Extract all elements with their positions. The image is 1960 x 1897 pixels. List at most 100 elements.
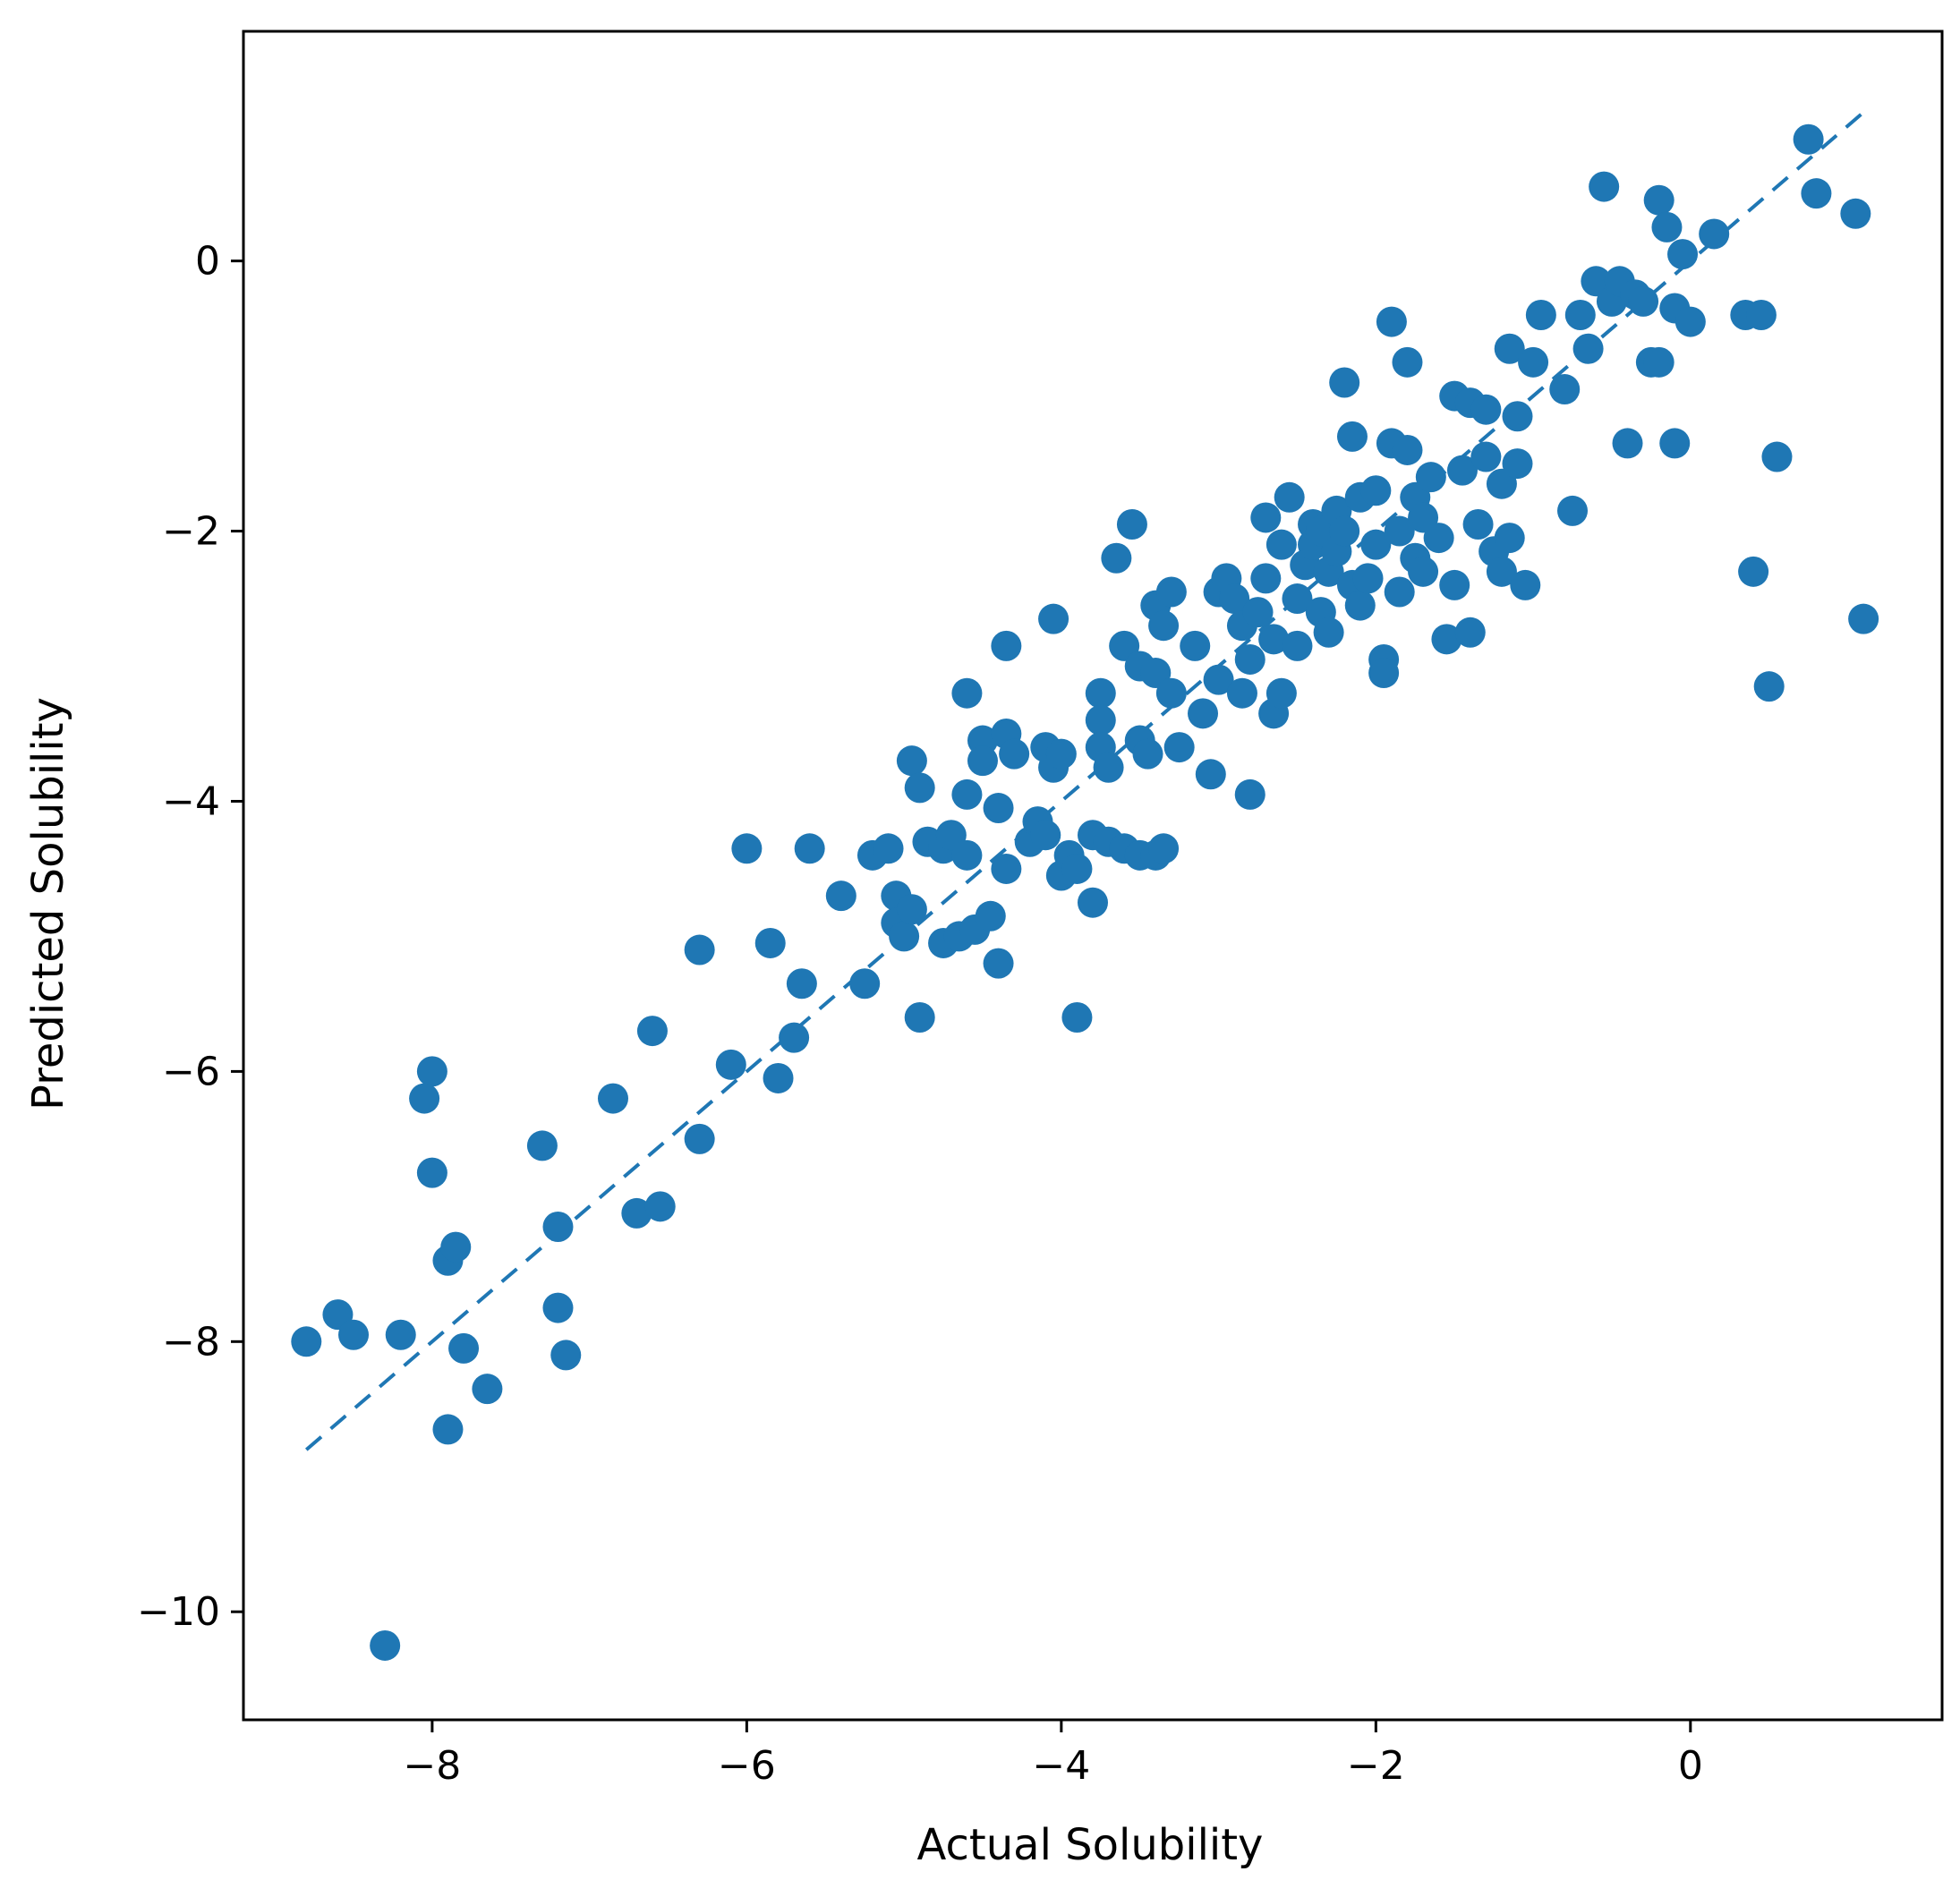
data-point (983, 948, 1014, 979)
data-point (416, 1157, 447, 1188)
data-point (1132, 738, 1163, 770)
data-point (1628, 285, 1659, 317)
data-point (1446, 455, 1478, 486)
data-point (1329, 515, 1360, 547)
data-point (1699, 218, 1730, 250)
data-point (1163, 732, 1195, 763)
data-point (542, 1211, 574, 1242)
data-point (1203, 664, 1234, 695)
data-point (550, 1340, 582, 1371)
data-point (991, 853, 1022, 884)
data-point (636, 1016, 668, 1047)
data-point (763, 1062, 794, 1093)
data-point (825, 880, 856, 912)
data-point (1667, 239, 1699, 270)
data-point (1470, 441, 1502, 472)
data-point (1078, 887, 1108, 918)
data-point (526, 1130, 558, 1161)
x-tick-label: 0 (1678, 1743, 1703, 1789)
data-point (731, 833, 763, 864)
data-point (1793, 123, 1824, 155)
data-point (951, 677, 983, 709)
data-point (1423, 523, 1454, 554)
data-point (1651, 211, 1683, 242)
data-point (1329, 367, 1360, 398)
y-tick-label: −8 (162, 1319, 220, 1365)
data-point (1045, 738, 1077, 770)
data-point (715, 1049, 746, 1080)
data-point (779, 1022, 810, 1053)
data-point (1155, 576, 1187, 608)
data-point (1274, 481, 1305, 513)
data-point (1258, 624, 1290, 655)
data-point (1462, 509, 1494, 540)
data-point (849, 968, 881, 1000)
data-point (904, 772, 935, 804)
data-point (786, 968, 817, 1000)
data-point (1840, 198, 1871, 229)
data-point (291, 1326, 322, 1357)
data-point (1234, 643, 1265, 675)
data-point (1557, 495, 1589, 526)
data-point (432, 1414, 464, 1445)
y-axis-title: Predicted Solubility (23, 697, 73, 1110)
x-tick-label: −4 (1032, 1743, 1090, 1789)
data-point (1572, 333, 1604, 364)
data-point (1085, 677, 1116, 709)
data-point (896, 894, 927, 925)
data-point (1061, 1002, 1093, 1034)
data-point (1549, 374, 1581, 405)
data-point (472, 1374, 503, 1405)
data-point (1352, 563, 1384, 594)
data-point (1085, 704, 1116, 736)
data-point (1030, 820, 1061, 851)
data-point (1415, 462, 1446, 493)
data-point (1589, 171, 1620, 202)
data-point (684, 934, 715, 966)
data-point (983, 793, 1014, 824)
data-point (1738, 556, 1769, 587)
data-point (1486, 556, 1517, 587)
x-axis-title: Actual Solubility (917, 1820, 1264, 1870)
y-tick-label: 0 (195, 239, 220, 285)
data-point (1265, 677, 1297, 709)
data-point (1061, 853, 1093, 884)
data-point (1675, 306, 1706, 337)
data-point (1384, 576, 1415, 608)
data-point (1564, 300, 1596, 331)
data-point (1038, 603, 1069, 634)
y-tick-label: −4 (162, 778, 220, 824)
data-point (338, 1319, 370, 1350)
data-point (999, 738, 1030, 770)
data-point (542, 1292, 574, 1323)
data-point (1101, 542, 1132, 574)
data-point (1753, 671, 1785, 702)
x-axis-ticks: −8 −6 −4 −2 0 (403, 1720, 1703, 1789)
data-point (1368, 658, 1400, 689)
data-point (1848, 603, 1879, 634)
data-point (1188, 698, 1219, 729)
data-point (1282, 583, 1313, 615)
data-point (1392, 434, 1423, 465)
data-point (370, 1629, 401, 1661)
data-point (1801, 178, 1832, 209)
data-point (1470, 394, 1502, 425)
data-point (889, 921, 920, 952)
data-point (1502, 448, 1533, 480)
data-point (1282, 630, 1313, 661)
data-point (416, 1056, 447, 1087)
data-point (1180, 630, 1211, 661)
data-point (754, 927, 786, 958)
data-point (1360, 529, 1392, 560)
data-point (975, 900, 1006, 931)
x-tick-label: −8 (403, 1743, 461, 1789)
data-point (873, 833, 904, 864)
data-point (896, 745, 927, 777)
data-point (1155, 677, 1187, 709)
data-point (1360, 475, 1392, 506)
data-point (1226, 677, 1257, 709)
y-tick-label: −6 (162, 1049, 220, 1094)
data-point (1250, 502, 1282, 533)
data-point (684, 1123, 715, 1154)
data-point (1336, 421, 1368, 452)
